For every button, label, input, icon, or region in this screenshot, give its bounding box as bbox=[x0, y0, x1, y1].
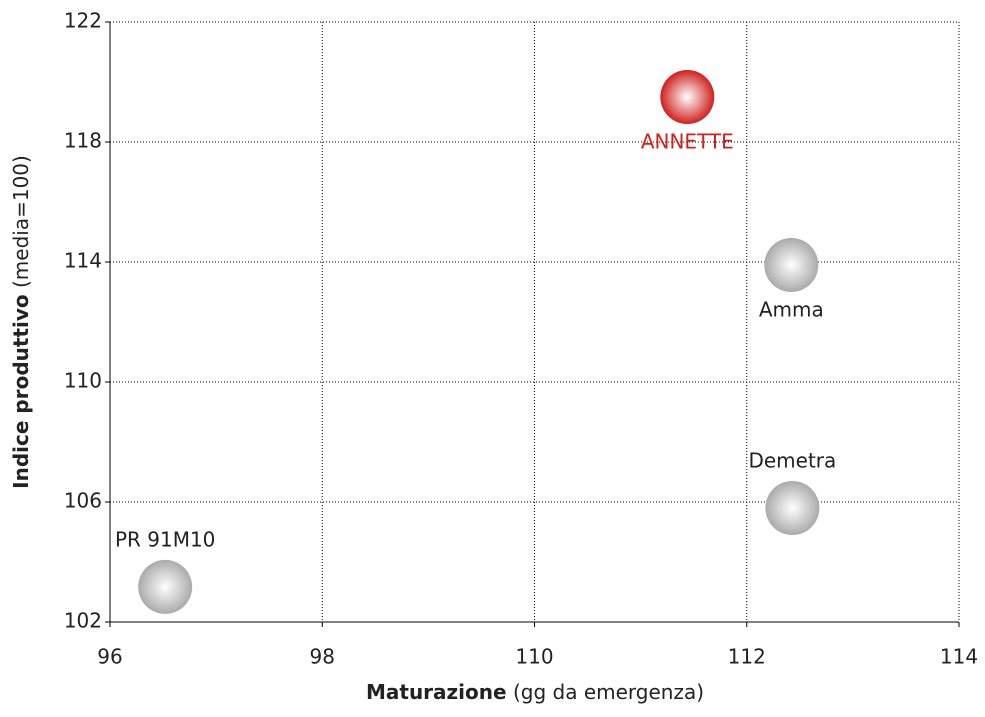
point-label: Amma bbox=[759, 298, 824, 322]
x-label-bold: Maturazione bbox=[366, 680, 507, 704]
x-tick-label: 112 bbox=[728, 645, 766, 669]
x-label-normal: (gg da emergenza) bbox=[513, 680, 704, 704]
y-label-bold: Indice produttivo bbox=[9, 294, 33, 488]
x-tick-label: 98 bbox=[310, 645, 335, 669]
y-tick-label: 118 bbox=[64, 129, 102, 153]
point bbox=[138, 559, 193, 614]
point bbox=[660, 70, 715, 124]
x-tick-label: 114 bbox=[940, 645, 978, 669]
x-tick-label: 110 bbox=[515, 645, 553, 669]
point bbox=[764, 238, 819, 292]
point-label: Demetra bbox=[748, 449, 836, 473]
y-tick-label: 122 bbox=[64, 9, 102, 33]
y-tick-label: 110 bbox=[64, 369, 102, 393]
y-label-normal: (media=100) bbox=[9, 155, 33, 288]
point-label: ANNETTE bbox=[641, 130, 734, 154]
y-axis-label: Indice produttivo (media=100) bbox=[9, 155, 33, 489]
y-tick-label: 106 bbox=[64, 489, 102, 513]
point-label: PR 91M10 bbox=[115, 527, 215, 551]
y-tick-label: 114 bbox=[64, 249, 102, 273]
point bbox=[765, 481, 820, 535]
y-tick-label: 102 bbox=[64, 609, 102, 633]
x-axis-label: Maturazione (gg da emergenza) bbox=[366, 680, 704, 704]
x-tick-label: 96 bbox=[97, 645, 122, 669]
